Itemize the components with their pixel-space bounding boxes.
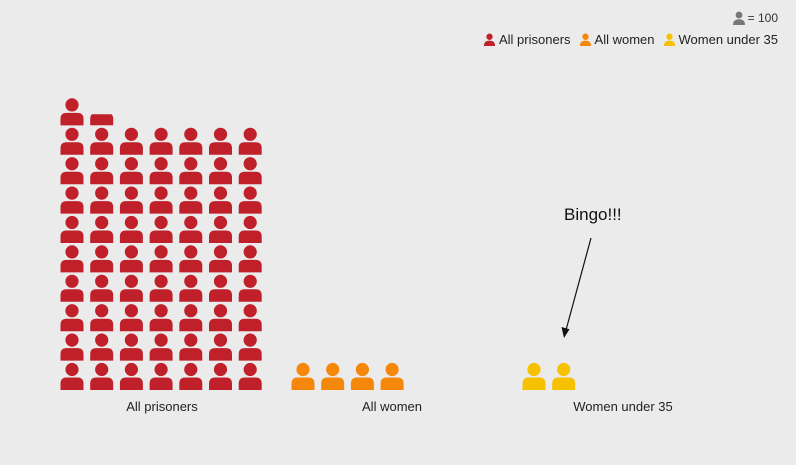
annotation-arrow [561, 237, 592, 338]
person-icon [663, 33, 675, 46]
legend-label: Women under 35 [678, 32, 779, 47]
all-women-icon [321, 362, 345, 390]
legend-item-all-prisoners: All prisoners [483, 32, 571, 47]
all-prisoners-icon [209, 304, 232, 332]
all-prisoners-icon [179, 274, 203, 302]
all-prisoners-icon [238, 245, 262, 273]
all-prisoners-icon [60, 127, 84, 155]
all-prisoners-icon [90, 114, 114, 126]
all-prisoners-icon [149, 362, 173, 390]
legend-item-women-under-35: Women under 35 [663, 32, 779, 47]
all-prisoners-icon [179, 333, 203, 361]
all-prisoners-icon [119, 245, 143, 273]
all-prisoners-icon [60, 98, 84, 126]
all-prisoners-icon [238, 362, 262, 390]
all-women-icon [350, 362, 374, 390]
all-prisoners-icon [238, 333, 262, 361]
all-prisoners-icon [90, 157, 114, 185]
legend: All prisoners All women Women under 35 [483, 32, 778, 47]
all-prisoners-icon [149, 304, 173, 332]
all-prisoners-icon [209, 127, 232, 155]
all-prisoners-icon [209, 186, 232, 214]
all-prisoners-icon [149, 274, 173, 302]
all-prisoners-icon [60, 186, 84, 214]
all-prisoners-icon [90, 245, 114, 273]
legend-label: All women [594, 32, 655, 47]
person-icon [579, 33, 591, 46]
category-label-women-under-35: Women under 35 [573, 399, 673, 414]
all-prisoners-icon [238, 127, 262, 155]
all-prisoners-icon [119, 304, 143, 332]
category-label-all-prisoners: All prisoners [126, 399, 198, 414]
all-prisoners-icon [179, 157, 203, 185]
all-prisoners-icon [179, 127, 203, 155]
all-prisoners-icon [238, 274, 262, 302]
all-prisoners-icon [209, 274, 232, 302]
all-prisoners-icon [90, 362, 114, 390]
all-prisoners-icon [90, 186, 114, 214]
person-icon [483, 33, 496, 46]
all-prisoners-icon [119, 362, 143, 390]
all-prisoners-icon [90, 215, 114, 243]
all-prisoners-icon [209, 157, 232, 185]
all-prisoners-icon [119, 186, 143, 214]
all-prisoners-icon [90, 127, 114, 155]
all-women-icon [291, 362, 315, 390]
all-prisoners-icon [209, 362, 232, 390]
all-prisoners-icon [60, 333, 84, 361]
all-prisoners-icon [209, 333, 232, 361]
scale-key-label: = 100 [747, 11, 778, 25]
icon-layer [60, 98, 576, 390]
category-label-all-women: All women [362, 399, 422, 414]
all-prisoners-icon [60, 362, 84, 390]
all-prisoners-icon [238, 215, 262, 243]
all-prisoners-icon [149, 186, 173, 214]
all-prisoners-icon [119, 333, 143, 361]
all-prisoners-icon [60, 157, 84, 185]
legend-label: All prisoners [499, 32, 571, 47]
all-prisoners-icon [149, 245, 173, 273]
all-prisoners-icon [60, 274, 84, 302]
all-prisoners-icon [238, 157, 262, 185]
all-prisoners-icon [119, 157, 143, 185]
all-prisoners-icon [60, 215, 84, 243]
all-prisoners-icon [179, 362, 203, 390]
all-prisoners-icon [209, 215, 232, 243]
all-prisoners-icon [149, 333, 173, 361]
all-prisoners-icon [149, 127, 173, 155]
women-under-35-icon [522, 362, 546, 390]
all-prisoners-icon [179, 304, 203, 332]
all-prisoners-icon [119, 215, 143, 243]
all-prisoners-icon [238, 304, 262, 332]
all-prisoners-icon [119, 274, 143, 302]
all-prisoners-icon [179, 245, 203, 273]
annotation-arrow-head [561, 327, 570, 338]
all-prisoners-icon [179, 215, 203, 243]
legend-item-all-women: All women [579, 32, 655, 47]
all-prisoners-icon [90, 333, 114, 361]
all-prisoners-icon [60, 245, 84, 273]
all-prisoners-icon [238, 186, 262, 214]
women-under-35-icon [552, 362, 576, 390]
all-prisoners-icon [90, 304, 114, 332]
annotation-text: Bingo!!! [564, 205, 622, 224]
all-prisoners-icon [60, 304, 84, 332]
person-icon [732, 11, 745, 25]
scale-key: = 100 [732, 11, 778, 25]
all-prisoners-icon [179, 186, 203, 214]
all-prisoners-icon [209, 245, 232, 273]
annotation-arrow-line [565, 237, 592, 331]
all-prisoners-icon [149, 215, 173, 243]
all-prisoners-icon [119, 127, 143, 155]
all-women-icon [380, 362, 404, 390]
all-prisoners-icon [149, 157, 173, 185]
all-prisoners-icon [90, 274, 114, 302]
